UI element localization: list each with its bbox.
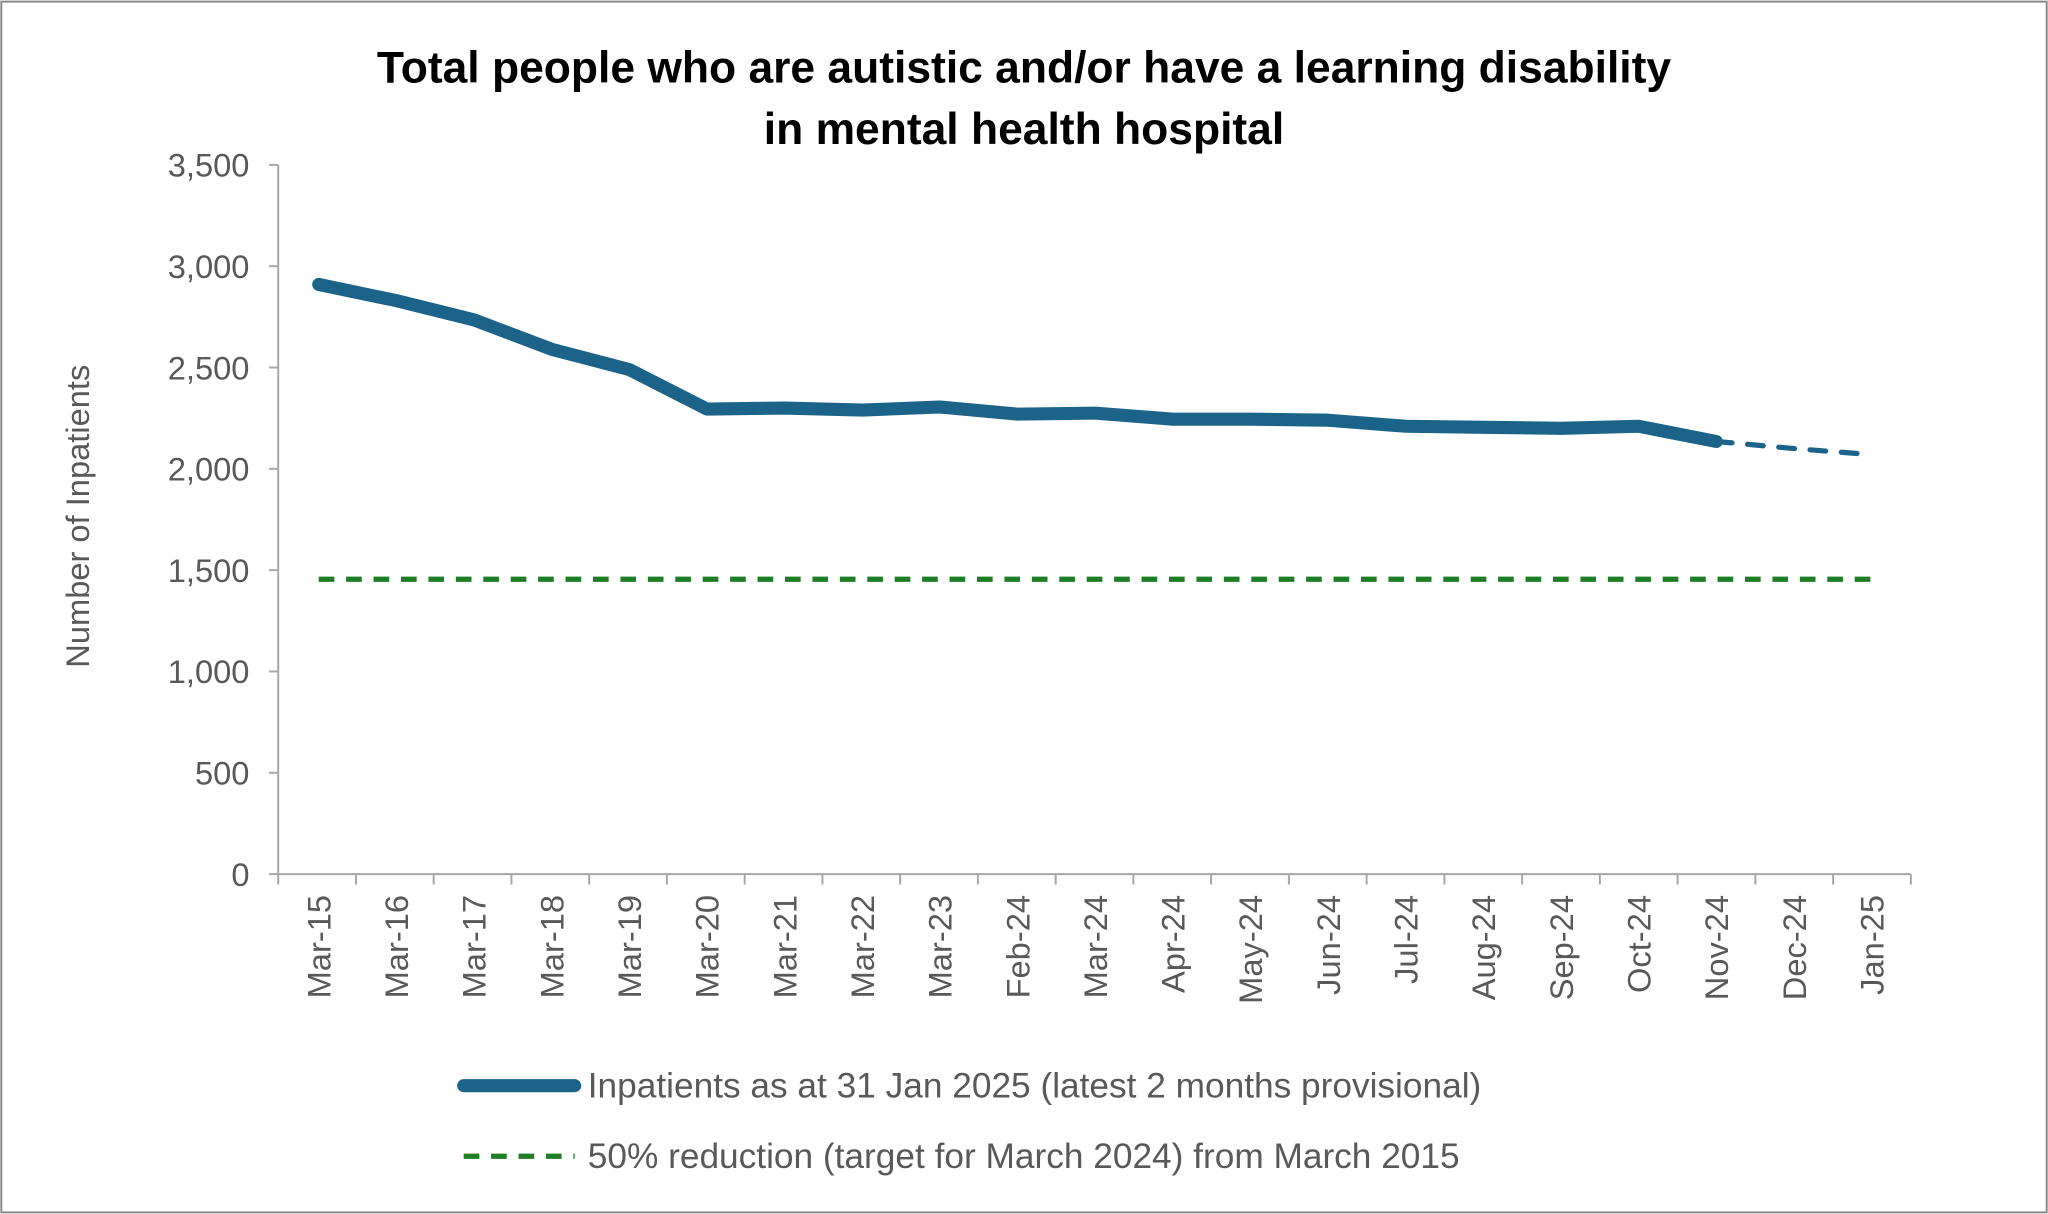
- x-tick-label: Mar-19: [611, 895, 648, 998]
- x-tick-label: Jul-24: [1388, 895, 1425, 984]
- x-tick-label: Mar-18: [533, 895, 570, 998]
- x-tick-label: Mar-23: [922, 895, 959, 998]
- x-tick-label: Aug-24: [1465, 895, 1502, 1000]
- x-tick-label: Feb-24: [999, 895, 1036, 998]
- legend-label-target: 50% reduction (target for March 2024) fr…: [588, 1137, 1460, 1176]
- x-tick-label: Mar-22: [844, 895, 881, 998]
- x-tick-label: Nov-24: [1698, 895, 1735, 1000]
- x-tick-label: Mar-21: [766, 895, 803, 998]
- x-tick-label: Jun-24: [1310, 895, 1347, 995]
- x-tick-label: Mar-17: [456, 895, 493, 998]
- y-tick-label: 2,000: [168, 451, 250, 488]
- y-tick-label: 1,000: [168, 653, 250, 690]
- x-tick-label: Mar-16: [378, 895, 415, 998]
- x-tick-label: May-24: [1232, 895, 1269, 1004]
- x-tick-label: Oct-24: [1620, 895, 1657, 993]
- y-tick-label: 3,000: [168, 248, 250, 285]
- x-tick-label: Dec-24: [1776, 895, 1813, 1000]
- x-tick-label: Apr-24: [1155, 895, 1192, 993]
- x-tick-label: Mar-15: [300, 895, 337, 998]
- legend: Inpatients as at 31 Jan 2025 (latest 2 m…: [457, 1066, 1482, 1176]
- x-tick-label: Jan-25: [1853, 895, 1890, 995]
- y-tick-label: 0: [231, 856, 249, 893]
- chart-title-line-1: Total people who are autistic and/or hav…: [377, 44, 1672, 93]
- x-tick-label: Sep-24: [1543, 895, 1580, 1000]
- y-tick-label: 500: [195, 755, 249, 792]
- x-tick-label: Mar-24: [1077, 895, 1114, 998]
- y-tick-label: 2,500: [168, 349, 250, 386]
- chart-title-line-2: in mental health hospital: [764, 105, 1284, 154]
- x-tick-label: Mar-20: [689, 895, 726, 998]
- y-axis-label: Number of Inpatients: [59, 365, 96, 668]
- legend-label-inpatients: Inpatients as at 31 Jan 2025 (latest 2 m…: [588, 1066, 1482, 1105]
- y-tick-label: 3,500: [168, 147, 250, 184]
- y-tick-label: 1,500: [168, 552, 250, 589]
